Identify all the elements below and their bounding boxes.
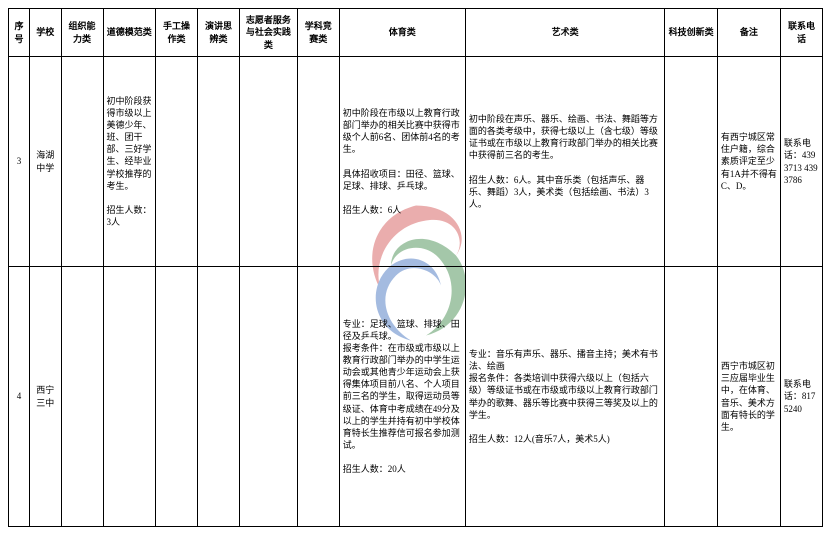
header-row: 序号 学校 组织能力类 道德模范类 手工操作类 演讲思辨类 志愿者服务与社会实践… xyxy=(9,9,823,57)
header-sci: 科技创新类 xyxy=(665,9,718,57)
cell-phone: 联系电话：4393713 4393786 xyxy=(780,57,822,267)
cell-volun xyxy=(240,57,298,267)
cell-phone: 联系电话：8175240 xyxy=(780,267,822,527)
table-row: 4 西宁三中 专业：足球、篮球、排球、田径及乒乓球。报考条件：在市级或市级以上教… xyxy=(9,267,823,527)
cell-note: 西宁市城区初三应届毕业生中，在体育、音乐、美术方面有特长的学生。 xyxy=(717,267,780,527)
cell-seq: 3 xyxy=(9,57,30,267)
cell-school: 海湖中学 xyxy=(30,57,62,267)
cell-sci xyxy=(665,267,718,527)
header-moral: 道德模范类 xyxy=(103,9,156,57)
header-subj: 学科竞赛类 xyxy=(297,9,339,57)
cell-subj xyxy=(297,267,339,527)
cell-speech xyxy=(198,267,240,527)
header-art: 艺术类 xyxy=(465,9,665,57)
cell-craft xyxy=(156,267,198,527)
header-school: 学校 xyxy=(30,9,62,57)
header-volun: 志愿者服务与社会实践类 xyxy=(240,9,298,57)
cell-craft xyxy=(156,57,198,267)
cell-speech xyxy=(198,57,240,267)
cell-volun xyxy=(240,267,298,527)
header-org: 组织能力类 xyxy=(61,9,103,57)
table-row: 3 海湖中学 初中阶段获得市级以上美德少年、班、团干部、三好学生、经毕业学校推荐… xyxy=(9,57,823,267)
admissions-table: 序号 学校 组织能力类 道德模范类 手工操作类 演讲思辨类 志愿者服务与社会实践… xyxy=(8,8,823,527)
cell-art: 专业：音乐有声乐、器乐、播音主持；美术有书法、绘画报名条件：各类培训中获得六级以… xyxy=(465,267,665,527)
cell-sport: 专业：足球、篮球、排球、田径及乒乓球。报考条件：在市级或市级以上教育行政部门举办… xyxy=(339,267,465,527)
cell-moral: 初中阶段获得市级以上美德少年、班、团干部、三好学生、经毕业学校推荐的考生。招生人… xyxy=(103,57,156,267)
cell-art: 初中阶段在声乐、器乐、绘画、书法、舞蹈等方面的各类考级中，获得七级以上（含七级）… xyxy=(465,57,665,267)
cell-note: 有西宁城区常住户籍，综合素质评定至少有1A并不得有C、D。 xyxy=(717,57,780,267)
header-seq: 序号 xyxy=(9,9,30,57)
cell-org xyxy=(61,267,103,527)
cell-school: 西宁三中 xyxy=(30,267,62,527)
header-phone: 联系电话 xyxy=(780,9,822,57)
header-note: 备注 xyxy=(717,9,780,57)
cell-seq: 4 xyxy=(9,267,30,527)
cell-sport: 初中阶段在市级以上教育行政部门举办的相关比赛中获得市级个人前6名、团体前4名的考… xyxy=(339,57,465,267)
cell-org xyxy=(61,57,103,267)
cell-subj xyxy=(297,57,339,267)
header-craft: 手工操作类 xyxy=(156,9,198,57)
header-sport: 体育类 xyxy=(339,9,465,57)
cell-moral xyxy=(103,267,156,527)
cell-sci xyxy=(665,57,718,267)
header-speech: 演讲思辨类 xyxy=(198,9,240,57)
